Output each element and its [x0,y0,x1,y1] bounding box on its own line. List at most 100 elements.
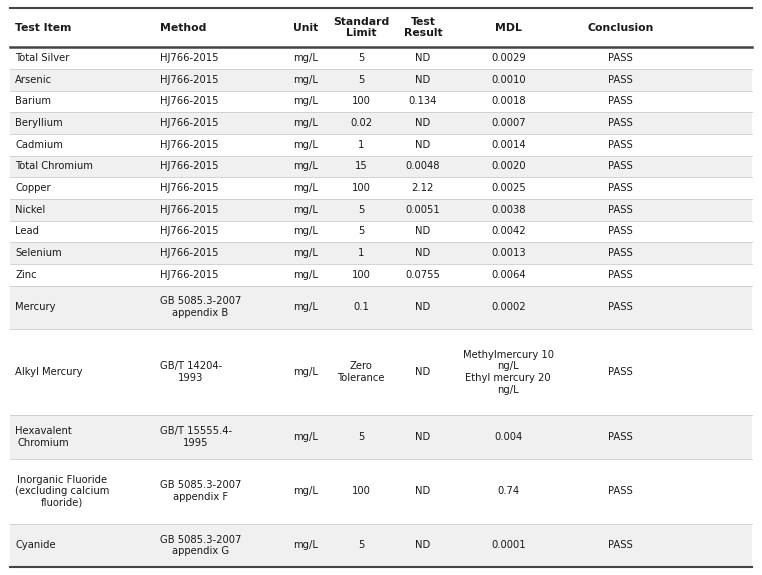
Text: Methylmercury 10
ng/L
Ethyl mercury 20
ng/L: Methylmercury 10 ng/L Ethyl mercury 20 n… [463,350,554,394]
Bar [10,221,752,242]
Text: PASS: PASS [608,75,632,85]
Text: HJ766-2015: HJ766-2015 [160,118,218,128]
Text: PASS: PASS [608,118,632,128]
Text: PASS: PASS [608,205,632,214]
Text: HJ766-2015: HJ766-2015 [160,270,218,279]
Text: Hexavalent
Chromium: Hexavalent Chromium [15,426,72,448]
Text: 5: 5 [358,432,364,442]
Text: mg/L: mg/L [293,302,318,312]
Text: Total Silver: Total Silver [15,53,69,63]
Text: Method: Method [160,22,206,33]
Text: ND: ND [415,432,431,442]
Text: PASS: PASS [608,97,632,106]
Text: 5: 5 [358,540,364,550]
Text: ND: ND [415,75,431,85]
Text: ND: ND [415,367,431,377]
Text: 0.0029: 0.0029 [491,53,526,63]
Text: HJ766-2015: HJ766-2015 [160,205,218,214]
Bar [10,329,752,416]
Text: PASS: PASS [608,540,632,550]
Text: 0.0002: 0.0002 [491,302,526,312]
Text: 0.0020: 0.0020 [491,162,526,171]
Text: ND: ND [415,486,431,496]
Text: 15: 15 [355,162,368,171]
Text: PASS: PASS [608,140,632,150]
Text: 0.004: 0.004 [494,432,523,442]
Bar [10,199,752,221]
Text: mg/L: mg/L [293,118,318,128]
Text: 0.0051: 0.0051 [405,205,440,214]
Text: 0.74: 0.74 [497,486,520,496]
Text: 0.0013: 0.0013 [491,248,526,258]
Text: PASS: PASS [608,227,632,236]
Text: PASS: PASS [608,367,632,377]
Text: 100: 100 [352,183,371,193]
Text: ND: ND [415,118,431,128]
Text: ND: ND [415,53,431,63]
Text: 0.0001: 0.0001 [491,540,526,550]
Bar [10,177,752,199]
Text: Arsenic: Arsenic [15,75,52,85]
Text: Lead: Lead [15,227,39,236]
Text: Beryllium: Beryllium [15,118,62,128]
Text: mg/L: mg/L [293,205,318,214]
Text: PASS: PASS [608,53,632,63]
Text: Selenium: Selenium [15,248,62,258]
Text: 100: 100 [352,97,371,106]
Text: 5: 5 [358,53,364,63]
Bar [10,8,752,47]
Text: PASS: PASS [608,162,632,171]
Text: 100: 100 [352,270,371,279]
Text: HJ766-2015: HJ766-2015 [160,248,218,258]
Text: mg/L: mg/L [293,540,318,550]
Text: HJ766-2015: HJ766-2015 [160,140,218,150]
Text: MDL: MDL [495,22,522,33]
Text: GB/T 14204-
1993: GB/T 14204- 1993 [160,361,222,383]
Text: GB 5085.3-2007
appendix G: GB 5085.3-2007 appendix G [160,535,241,556]
Text: Total Chromium: Total Chromium [15,162,93,171]
Text: GB 5085.3-2007
appendix F: GB 5085.3-2007 appendix F [160,481,241,502]
Text: PASS: PASS [608,432,632,442]
Text: Alkyl Mercury: Alkyl Mercury [15,367,82,377]
Text: ND: ND [415,540,431,550]
Text: Zero
Tolerance: Zero Tolerance [338,361,385,383]
Text: Cyanide: Cyanide [15,540,56,550]
Bar [10,69,752,91]
Text: Copper: Copper [15,183,50,193]
Text: 0.0010: 0.0010 [491,75,526,85]
Text: 5: 5 [358,75,364,85]
Text: mg/L: mg/L [293,432,318,442]
Text: ND: ND [415,248,431,258]
Text: 100: 100 [352,486,371,496]
Text: 2.12: 2.12 [411,183,434,193]
Text: Zinc: Zinc [15,270,37,279]
Bar [10,112,752,134]
Bar [10,91,752,112]
Text: PASS: PASS [608,183,632,193]
Bar [10,264,752,286]
Text: 1: 1 [358,140,364,150]
Text: 5: 5 [358,227,364,236]
Text: 5: 5 [358,205,364,214]
Text: 0.0042: 0.0042 [491,227,526,236]
Text: 0.02: 0.02 [351,118,373,128]
Text: 0.134: 0.134 [408,97,437,106]
Text: 0.0064: 0.0064 [491,270,526,279]
Text: HJ766-2015: HJ766-2015 [160,227,218,236]
Bar [10,416,752,459]
Bar [10,459,752,524]
Text: mg/L: mg/L [293,367,318,377]
Text: GB/T 15555.4-
1995: GB/T 15555.4- 1995 [160,426,232,448]
Text: HJ766-2015: HJ766-2015 [160,97,218,106]
Text: Standard
Limit: Standard Limit [333,17,389,39]
Text: mg/L: mg/L [293,248,318,258]
Text: 0.0025: 0.0025 [491,183,526,193]
Text: Barium: Barium [15,97,51,106]
Text: ND: ND [415,302,431,312]
Text: mg/L: mg/L [293,97,318,106]
Text: mg/L: mg/L [293,270,318,279]
Text: ND: ND [415,140,431,150]
Text: ND: ND [415,227,431,236]
Text: Nickel: Nickel [15,205,45,214]
Text: mg/L: mg/L [293,162,318,171]
